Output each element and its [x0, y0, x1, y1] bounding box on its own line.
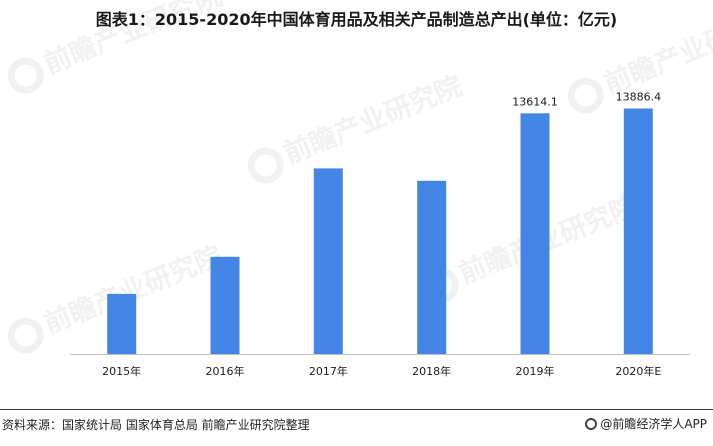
bar-1: [107, 293, 137, 354]
data-label: 13886.4: [616, 91, 662, 104]
bar-3: [313, 168, 343, 354]
brand-text: @前瞻经济学人APP: [600, 417, 707, 431]
bar-chart: 2015年 2016年 2017年 2018年 2019年 13614.1 2020年E 13…: [70, 91, 690, 378]
bar-4: [417, 180, 447, 354]
bar-2: [210, 256, 240, 354]
source-note: 资料来源：国家统计局 国家体育总局 前瞻产业研究院整理: [2, 418, 310, 432]
x-tick-label: 2019年: [516, 364, 555, 378]
brand-credit: @前瞻经济学人APP: [585, 415, 707, 432]
footer-divider: [0, 409, 713, 410]
data-label: 13614.1: [512, 95, 558, 108]
x-tick-label: 2018年: [412, 364, 451, 378]
x-tick-label: 2017年: [309, 364, 348, 378]
brand-logo-icon: [585, 417, 598, 430]
bar-6: [623, 108, 653, 354]
x-tick-label: 2016年: [206, 364, 245, 378]
x-tick-label: 2015年: [102, 364, 141, 378]
x-tick-label: 2020年E: [615, 364, 661, 378]
bar-5: [520, 113, 550, 354]
chart-title: 图表1：2015-2020年中国体育用品及相关产品制造总产出(单位：亿元): [95, 10, 618, 29]
